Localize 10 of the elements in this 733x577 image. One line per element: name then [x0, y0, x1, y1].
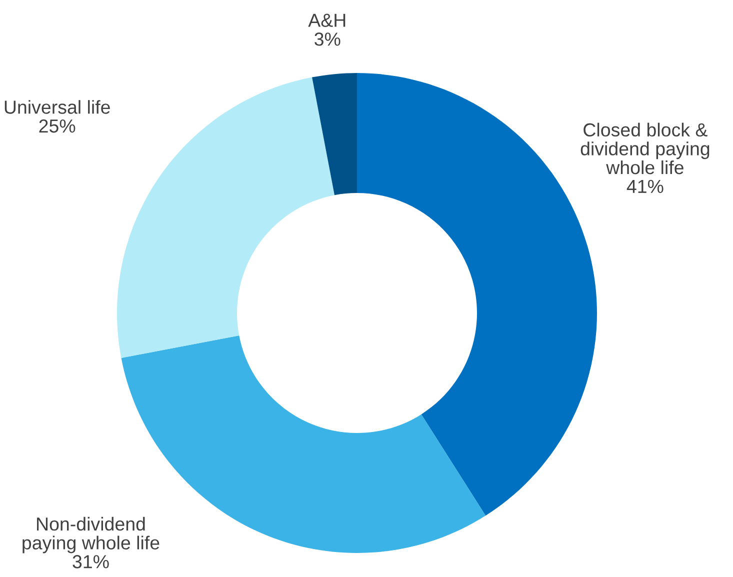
data-label: 3% — [314, 32, 340, 46]
slice-label: Closed block & dividend paying whole life — [580, 122, 710, 174]
slice-label: A&H — [308, 14, 346, 27]
donut-slice — [117, 77, 335, 358]
data-label: 25% — [39, 119, 76, 133]
slice-label: Universal life — [4, 100, 110, 114]
data-label: 31% — [72, 555, 109, 568]
data-label: 41% — [626, 180, 664, 193]
slice-label: Non-dividend paying whole life — [22, 516, 160, 554]
donut-slice — [312, 73, 357, 196]
